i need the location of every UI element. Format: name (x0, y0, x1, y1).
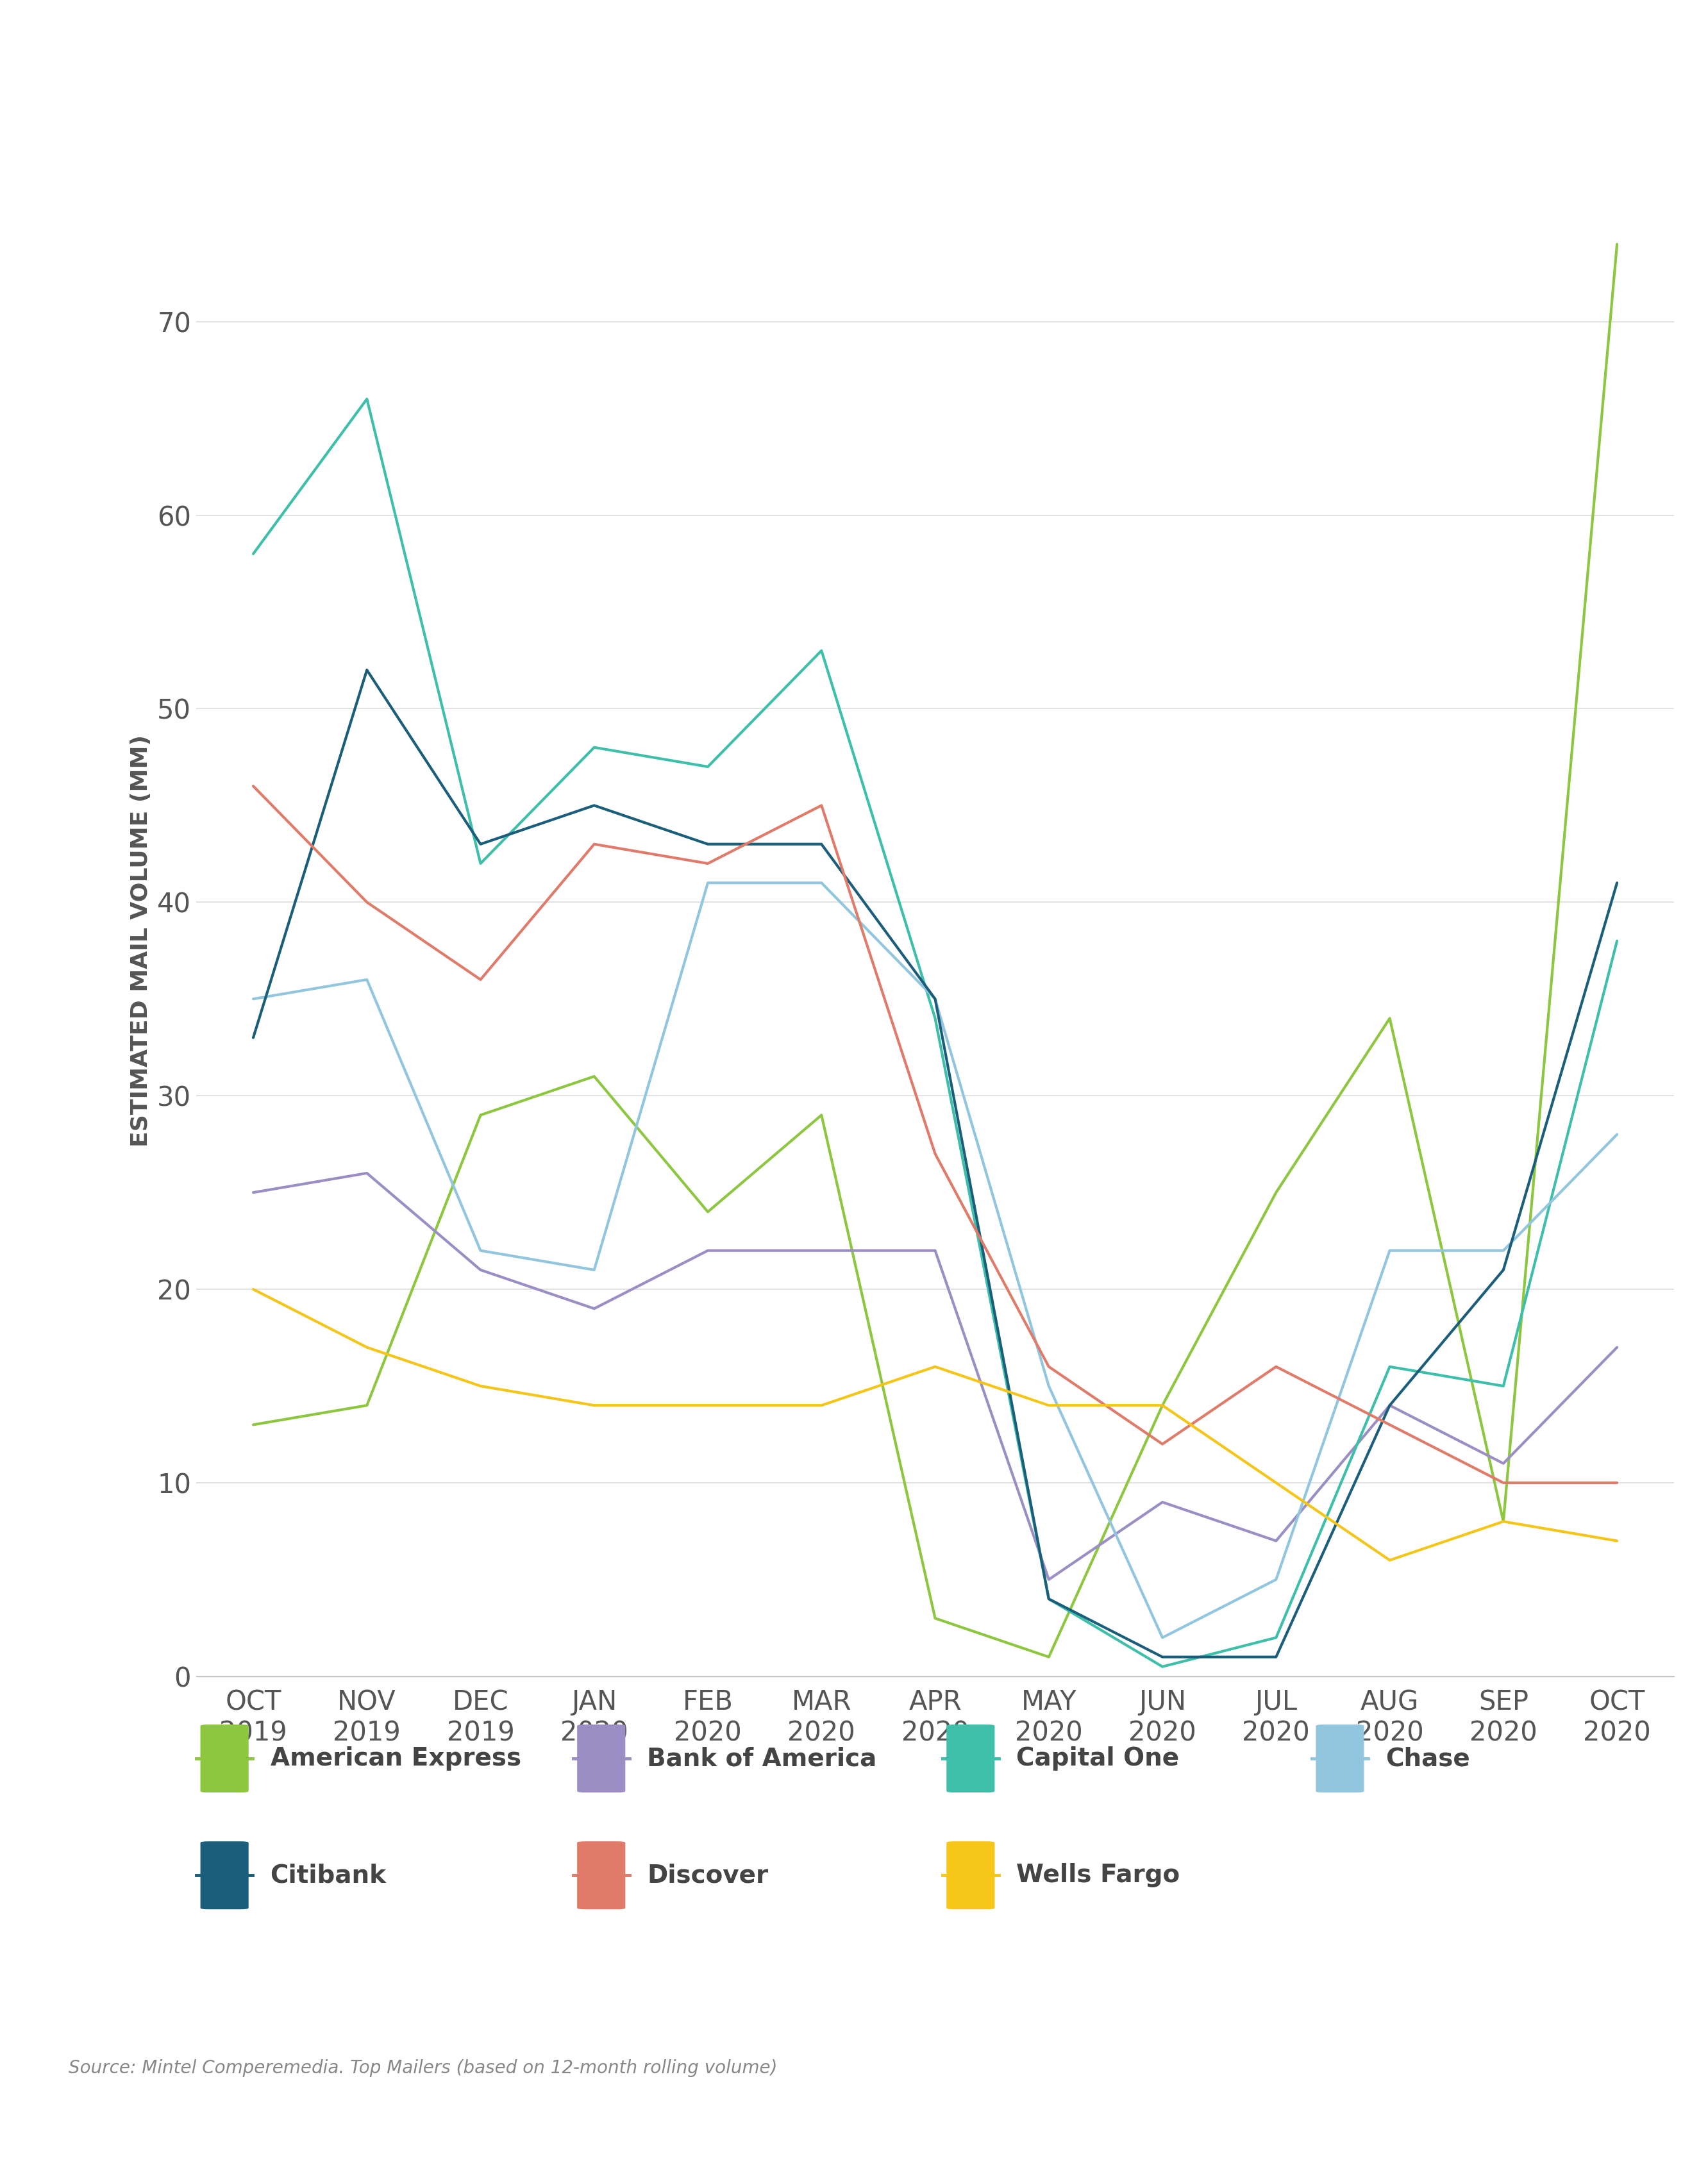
Text: American Express: American Express (270, 1746, 521, 1771)
Y-axis label: ESTIMATED MAIL VOLUME (MM): ESTIMATED MAIL VOLUME (MM) (130, 735, 152, 1146)
Text: Citibank: Citibank (270, 1862, 386, 1888)
FancyBboxPatch shape (946, 1843, 994, 1910)
Text: Wells Fargo: Wells Fargo (1016, 1862, 1180, 1888)
FancyBboxPatch shape (577, 1843, 625, 1910)
Text: TOP CREDIT CARD MAILERS – OCT 2019 TO OCT 2020: TOP CREDIT CARD MAILERS – OCT 2019 TO OC… (31, 52, 1561, 104)
FancyBboxPatch shape (202, 1843, 248, 1910)
FancyBboxPatch shape (202, 1726, 248, 1791)
Text: Capital One: Capital One (1016, 1746, 1179, 1771)
Text: Discover: Discover (647, 1862, 769, 1888)
Text: Bank of America: Bank of America (647, 1746, 876, 1771)
Text: Chase: Chase (1385, 1746, 1471, 1771)
FancyBboxPatch shape (1317, 1726, 1363, 1791)
FancyBboxPatch shape (577, 1726, 625, 1791)
Text: Source: Mintel Comperemedia. Top Mailers (based on 12-month rolling volume): Source: Mintel Comperemedia. Top Mailers… (68, 2059, 777, 2076)
FancyBboxPatch shape (946, 1726, 994, 1791)
